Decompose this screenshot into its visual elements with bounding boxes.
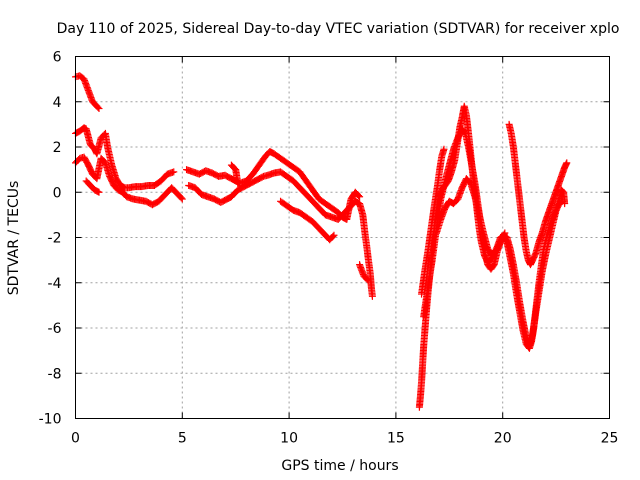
x-axis-label: GPS time / hours <box>281 458 398 474</box>
y-tick-label: -8 <box>48 366 62 382</box>
y-tick-label: 2 <box>53 140 62 156</box>
data-point-marker <box>561 200 569 208</box>
series-track-j <box>356 261 372 284</box>
x-tick-label: 25 <box>601 431 619 447</box>
data-point-marker <box>356 193 364 201</box>
tick-label-layer: 0 5 10 15 20 25 -10 -8 -6 -4 -2 0 2 4 6 <box>39 50 619 447</box>
y-tick-label: -6 <box>48 321 62 337</box>
series-track-d <box>82 177 103 196</box>
series-track-n <box>432 175 509 260</box>
y-tick-label: -2 <box>48 231 62 247</box>
data-point-marker <box>364 276 372 284</box>
data-point-marker <box>440 145 448 153</box>
x-tick-label: 0 <box>71 431 80 447</box>
series-track-b <box>72 124 178 192</box>
x-tick-label: 10 <box>280 431 298 447</box>
series-track-f <box>185 168 359 223</box>
plot-frame <box>75 56 610 419</box>
y-tick-label: 4 <box>53 95 62 111</box>
data-point-marker <box>329 232 337 240</box>
data-point-marker <box>234 179 242 187</box>
data-point-marker <box>368 292 376 300</box>
data-point-marker <box>170 168 178 176</box>
series-track-e <box>183 148 364 223</box>
y-axis-label: SDTVAR / TECUs <box>6 181 22 296</box>
data-point-marker <box>177 194 185 202</box>
chart-title: Day 110 of 2025, Sidereal Day-to-day VTE… <box>57 21 620 37</box>
data-point-marker <box>95 105 103 113</box>
series-track-g <box>227 161 242 187</box>
series-track-o <box>505 120 571 269</box>
data-point-marker <box>95 188 103 196</box>
data-point-marker <box>501 229 509 237</box>
series-track-a <box>72 72 103 113</box>
series-track-h <box>277 197 338 244</box>
series-track-i <box>351 197 376 300</box>
data-point-marker <box>178 195 186 203</box>
y-tick-label: -4 <box>48 276 62 292</box>
data-point-marker <box>563 159 571 167</box>
data-point-marker <box>94 103 102 111</box>
x-tick-label: 15 <box>387 431 405 447</box>
x-tick-label: 5 <box>178 431 187 447</box>
series-track-c <box>72 153 186 209</box>
data-point-marker <box>330 231 338 239</box>
data-point-marker <box>500 230 508 238</box>
data-point-marker <box>355 192 363 200</box>
marks-layer <box>72 72 571 411</box>
x-tick-label: 20 <box>494 431 512 447</box>
y-tick-label: 6 <box>53 50 62 66</box>
y-tick-label: -10 <box>39 412 62 428</box>
y-tick-label: 0 <box>53 185 62 201</box>
data-point-marker <box>363 275 371 283</box>
grid-layer <box>75 56 610 419</box>
